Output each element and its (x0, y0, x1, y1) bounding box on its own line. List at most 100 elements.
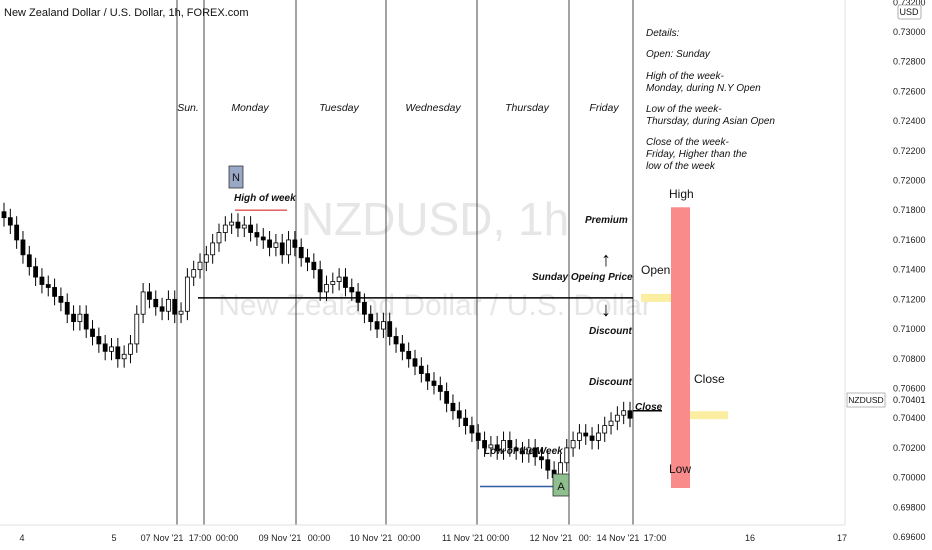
price-tick-label: 0.73200 (893, 0, 926, 7)
day-separators (176, 0, 634, 525)
time-tick-label: 09 Nov '21 (259, 533, 302, 543)
candle-body (368, 313, 374, 323)
candle-body (526, 447, 532, 455)
candle-body (248, 224, 254, 233)
time-tick-label: 07 Nov '21 (141, 533, 184, 543)
price-tick-label: 0.69800 (893, 502, 926, 512)
candle-body (349, 287, 355, 293)
candle-body (147, 291, 152, 300)
candle-body (437, 385, 443, 392)
price-tick-label: 0.70200 (893, 443, 926, 453)
candle-body (71, 313, 76, 323)
candle-body (64, 301, 70, 315)
candle-body (355, 291, 361, 303)
price-badge-symbol-box (846, 392, 886, 408)
high-label: High (669, 187, 694, 201)
candle-body (7, 217, 13, 226)
candle-body (267, 239, 272, 248)
candle-body (494, 444, 500, 452)
candle-body (456, 410, 462, 419)
candle-body (564, 447, 570, 464)
candle-body (589, 435, 595, 441)
candle-body (374, 321, 380, 330)
candle-body (583, 432, 589, 437)
arrow-down-icon: ↓ (601, 299, 611, 321)
n-marker: N (232, 172, 240, 184)
details-close-3: low of the week (646, 161, 716, 172)
candle-body (336, 276, 342, 282)
candle-body (210, 242, 216, 256)
candle-body (298, 246, 304, 259)
price-badge-value: 0.70401 (893, 395, 926, 405)
candle-body (387, 321, 393, 337)
price-tick-label: 0.70000 (893, 473, 926, 483)
candle-body (109, 346, 114, 352)
candle-body (463, 417, 468, 427)
close-label: Close (694, 372, 725, 386)
candlestick-series (1, 202, 633, 487)
candle-body (134, 313, 140, 345)
candle-body (33, 266, 39, 278)
candle-body (197, 261, 203, 271)
candle-body (501, 440, 506, 452)
candle-body (570, 440, 576, 449)
time-tick-label: 00: (579, 533, 592, 543)
candle-body (418, 365, 424, 375)
candle-body (90, 328, 95, 337)
candle-body (102, 343, 108, 352)
candle-body (450, 402, 456, 412)
arrow-up-icon: ↑ (601, 249, 611, 271)
chart-title: New Zealand Dollar / U.S. Dollar, 1h, FO… (4, 7, 249, 19)
price-tick-label: 0.72000 (893, 176, 926, 186)
time-tick-label: 16 (745, 533, 755, 543)
premium-label: Premium (585, 215, 628, 226)
price-tick-label: 0.70600 (893, 383, 926, 393)
candle-body (608, 420, 614, 427)
time-tick-label: 14 Nov '21 (597, 533, 640, 543)
day-label: Thursday (505, 102, 550, 114)
n-marker-box (228, 165, 244, 189)
candle-body (77, 313, 83, 323)
candle-body (614, 414, 620, 422)
day-label: Tuesday (319, 102, 359, 114)
candle-body (520, 450, 525, 455)
details-panel: Details: Open: Sunday High of the week- … (646, 28, 775, 172)
time-tick-label: 4 (19, 533, 24, 543)
candle-body (260, 236, 266, 241)
day-label: Wednesday (405, 102, 461, 114)
candle-body (96, 336, 102, 345)
time-axis[interactable]: 4 5 07 Nov '21 17:00 00:00 09 Nov '21 00:00 10 … (19, 533, 847, 543)
open-highlight (641, 293, 671, 302)
candle-body (14, 224, 20, 241)
watermark-name: New Zealand Dollar / U.S. Dollar (218, 289, 652, 322)
currency-badge-box[interactable] (897, 4, 922, 20)
candle-body (317, 269, 323, 293)
candle-body (153, 298, 159, 308)
details-high-2: Monday, during N.Y Open (646, 83, 761, 94)
candle-body (172, 298, 178, 315)
weekly-range-bar[interactable] (671, 207, 690, 488)
time-tick-label: 11 Nov '21 (442, 533, 484, 543)
time-tick-label: 17:00 (644, 533, 667, 543)
price-tick-label: 0.69600 (893, 532, 926, 542)
candle-body (475, 432, 481, 441)
price-axis[interactable]: 0.73200 0.73000 0.72800 0.72600 0.72400 0.722… (893, 0, 926, 542)
candle-body (595, 432, 601, 441)
candle-body (311, 261, 317, 271)
candle-body (222, 224, 228, 233)
candle-body (507, 440, 513, 449)
candle-body (362, 301, 367, 315)
candle-body (159, 306, 165, 312)
low-label: Low (669, 462, 691, 476)
candle-body (343, 276, 348, 288)
candle-body (399, 343, 405, 352)
currency-badge[interactable]: USD (899, 7, 919, 17)
candle-body (39, 276, 45, 285)
details-low-1: Low of the week- (646, 104, 722, 115)
candle-body (178, 310, 184, 315)
candle-body (532, 447, 538, 458)
time-tick-label: 00:00 (308, 533, 331, 543)
candle-body (241, 224, 247, 229)
discount-label-2: Discount (589, 377, 632, 388)
